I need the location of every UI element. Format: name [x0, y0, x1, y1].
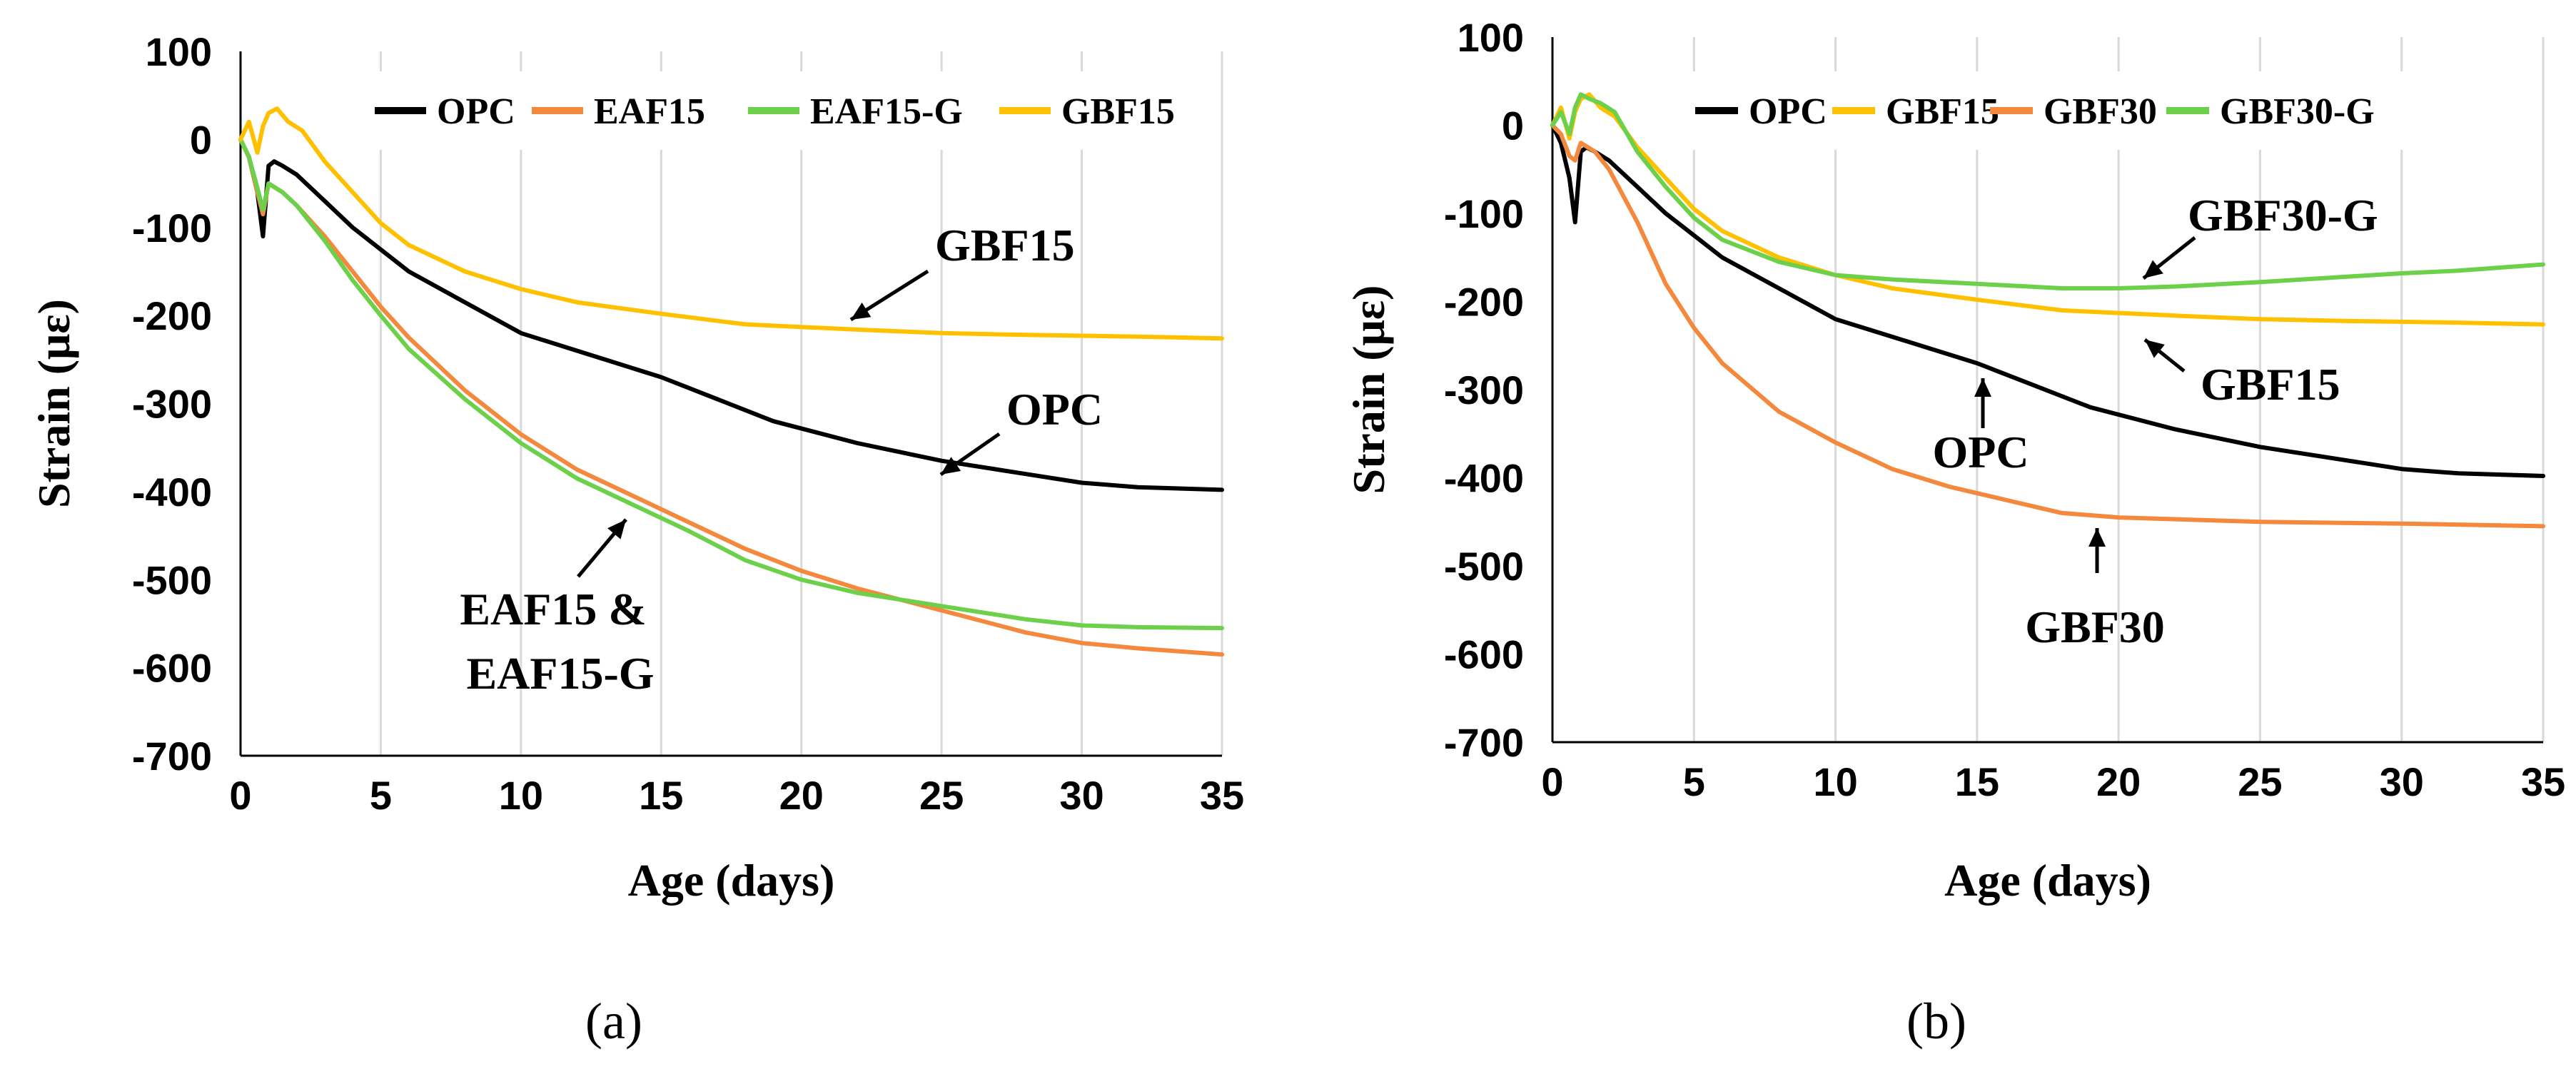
y-tick-label: -500 [1444, 544, 1524, 589]
x-tick-label: 0 [229, 773, 251, 818]
series-line-gbf30 [1550, 123, 2545, 529]
legend-label: GBF15 [1886, 91, 1999, 132]
series-line-opc [1550, 123, 2545, 478]
y-tick-label: -200 [1444, 280, 1524, 325]
x-tick-label: 35 [1200, 773, 1244, 818]
x-tick-label: 20 [779, 773, 824, 818]
series-line-gbf30-g [1550, 92, 2545, 290]
y-tick-label: -100 [1444, 191, 1524, 236]
series-line-gbf15 [238, 106, 1224, 341]
annotation-arrowhead [1974, 378, 1991, 397]
y-tick-label: -500 [132, 557, 212, 602]
y-tick-label: -600 [132, 646, 212, 691]
x-axis-title: Age (days) [1944, 855, 2151, 906]
y-tick-label: -700 [1444, 720, 1524, 765]
x-tick-label: 20 [2096, 759, 2141, 804]
annotation-arrowhead [607, 520, 626, 539]
x-tick-label: 15 [1955, 759, 1999, 804]
x-tick-label: 25 [2238, 759, 2282, 804]
x-tick-label: 15 [639, 773, 683, 818]
y-axis-title: Strain (με) [29, 299, 79, 508]
x-tick-label: 10 [1813, 759, 1857, 804]
x-tick-label: 35 [2521, 759, 2565, 804]
annotation-label: EAF15-G [466, 648, 654, 699]
legend-label: EAF15 [594, 91, 705, 132]
panel-caption: (b) [1906, 993, 1966, 1050]
annotation-label: GBF30 [2025, 602, 2165, 652]
x-tick-label: 30 [2380, 759, 2424, 804]
chart-panel-a: 0 5 10 15 20 25 30 35 100 0 -100 -200 -300 -400 -500 -6… [29, 29, 1244, 1050]
y-tick-label: 100 [146, 29, 212, 74]
annotation-label: GBF15 [935, 220, 1075, 270]
x-tick-label: 30 [1059, 773, 1103, 818]
chart-panel-b: 0 5 10 15 20 25 30 35 100 0 -100 -200 -300 -400 -500 -6… [1343, 15, 2565, 1050]
annotation-label: OPC [1006, 384, 1103, 435]
annotation-arrowhead [2145, 340, 2165, 358]
y-tick-label: -300 [1444, 368, 1524, 412]
annotation-arrowhead [941, 457, 961, 475]
y-tick-label: 100 [1458, 15, 1524, 60]
legend-box [1670, 71, 2520, 150]
x-tick-label: 0 [1541, 759, 1563, 804]
panel-caption: (a) [585, 993, 642, 1050]
y-tick-label: -700 [132, 734, 212, 779]
y-tick-label: -200 [132, 293, 212, 338]
legend-label: GBF15 [1061, 91, 1175, 132]
legend-label: OPC [437, 91, 515, 132]
x-tick-label: 5 [1683, 759, 1705, 804]
legend-label: EAF15-G [810, 91, 963, 132]
legend-label: GBF30-G [2220, 91, 2375, 132]
y-axis-title: Strain (με) [1343, 285, 1394, 495]
annotation-arrowhead [2088, 528, 2106, 547]
y-tick-label: -100 [132, 206, 212, 250]
y-tick-label: 0 [1502, 103, 1524, 148]
annotation-label: GBF15 [2201, 359, 2340, 410]
x-tick-label: 10 [499, 773, 543, 818]
x-tick-label: 5 [370, 773, 392, 818]
annotation-arrowhead [2143, 260, 2163, 278]
y-tick-label: -300 [132, 382, 212, 427]
y-tick-label: -400 [1444, 456, 1524, 501]
x-axis-title: Age (days) [628, 855, 835, 906]
legend-label: OPC [1749, 91, 1827, 132]
annotation-label: OPC [1932, 427, 2029, 477]
annotation-arrowhead [851, 302, 872, 320]
annotation-label: EAF15 & [460, 584, 646, 634]
y-tick-label: -600 [1444, 632, 1524, 677]
annotation-label: GBF30-G [2188, 190, 2378, 240]
y-tick-label: -400 [132, 470, 212, 515]
x-tick-label: 25 [919, 773, 964, 818]
y-tick-label: 0 [190, 117, 212, 162]
legend-label: GBF30 [2044, 91, 2157, 132]
series-line-eaf15-g [238, 137, 1224, 631]
